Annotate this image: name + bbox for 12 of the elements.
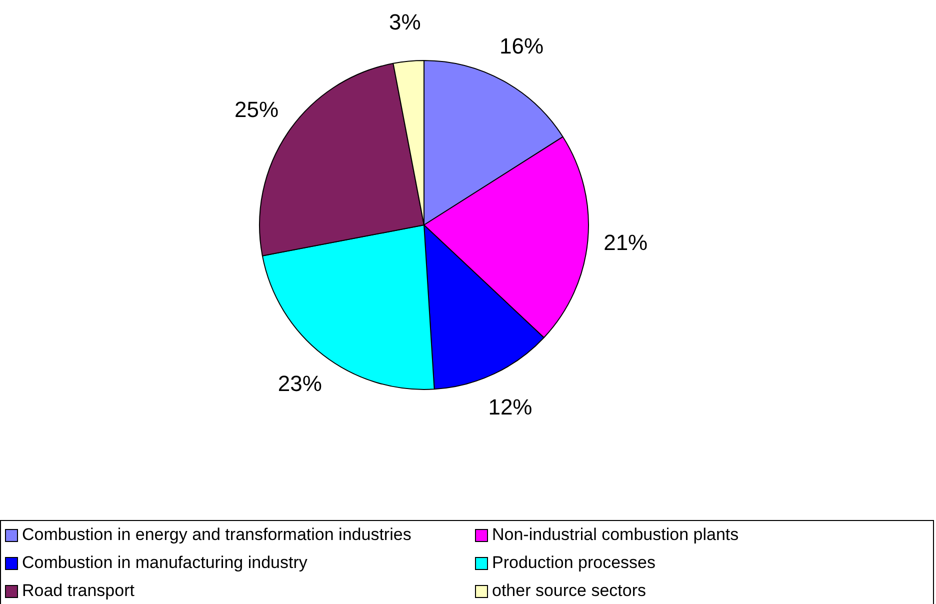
legend-label: Road transport (22, 580, 134, 602)
legend-label: Production processes (492, 552, 656, 574)
legend-label: other source sectors (492, 580, 646, 602)
legend-label: Combustion in manufacturing industry (22, 552, 308, 574)
legend-label: Non-industrial combustion plants (492, 524, 739, 546)
data-label: 12% (488, 394, 532, 420)
data-label: 3% (389, 9, 421, 34)
data-label: 23% (278, 371, 322, 396)
legend-label: Combustion in energy and transformation industries (22, 524, 412, 546)
data-label: 25% (234, 97, 279, 122)
data-label: 16% (500, 34, 544, 59)
data-label: 21% (604, 230, 648, 256)
